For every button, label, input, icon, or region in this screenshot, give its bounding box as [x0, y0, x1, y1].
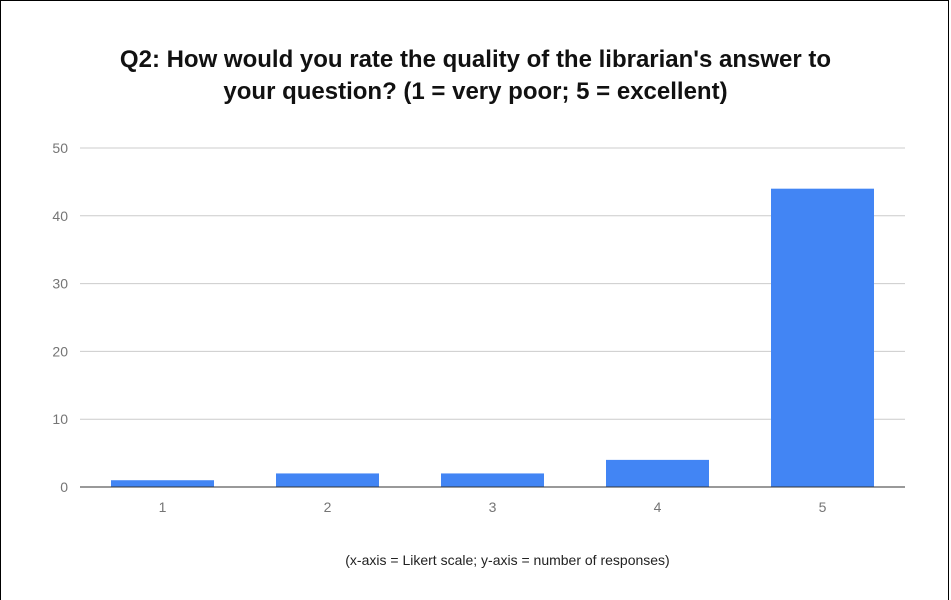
bar: [111, 480, 214, 487]
y-tick-label: 10: [52, 411, 68, 427]
bar: [276, 473, 379, 487]
x-tick-label: 4: [654, 499, 662, 515]
y-tick-label: 20: [52, 343, 68, 359]
y-tick-label: 40: [52, 208, 68, 224]
x-tick-label: 5: [819, 499, 827, 515]
gridlines: [80, 147, 905, 420]
y-tick-label: 50: [52, 140, 68, 156]
bars: [111, 188, 874, 487]
y-tick-label: 0: [60, 479, 68, 495]
chart-title-line-2: your question? (1 = very poor; 5 = excel…: [223, 78, 728, 105]
y-tick-label: 30: [52, 276, 68, 292]
x-axis-ticks: 1 2 3 4 5: [159, 499, 827, 515]
y-axis-ticks: 0 10 20 30 40 50: [52, 140, 68, 495]
bar: [441, 473, 544, 487]
bar: [606, 459, 709, 487]
x-tick-label: 3: [489, 499, 497, 515]
axis-caption: (x-axis = Likert scale; y-axis = number …: [345, 552, 669, 568]
bar: [771, 188, 874, 487]
chart-title-line-1: Q2: How would you rate the quality of th…: [119, 46, 832, 73]
x-tick-label: 2: [324, 499, 332, 515]
chart-title: Q2: How would you rate the quality of th…: [0, 44, 951, 108]
x-tick-label: 1: [159, 499, 167, 515]
